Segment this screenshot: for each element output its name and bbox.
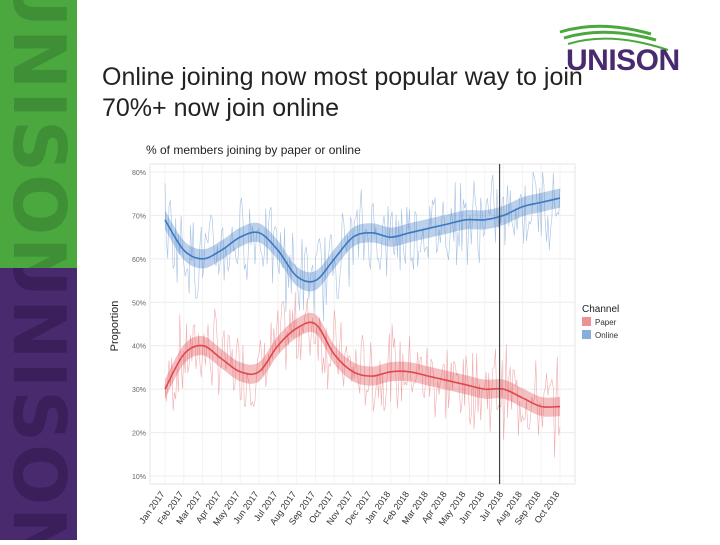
band-online — [165, 188, 560, 292]
y-tick-label: 80% — [132, 170, 146, 177]
legend-swatch — [582, 317, 591, 326]
y-tick-label: 70% — [132, 213, 146, 220]
y-tick-label: 50% — [132, 300, 146, 307]
legend: Channel Paper Online — [582, 304, 619, 340]
band-paper — [165, 312, 560, 417]
line-paper — [164, 321, 561, 408]
y-tick-label: 10% — [132, 474, 146, 481]
side-banner-purple: UNISON — [0, 268, 77, 540]
chart-title: % of members joining by paper or online — [146, 143, 361, 157]
logo-text: UNISON — [566, 44, 680, 77]
chart-svg: % of members joining by paper or online … — [109, 143, 619, 528]
side-banner-word: UNISON — [0, 268, 77, 540]
legend-title: Channel — [582, 304, 619, 315]
noise-online — [164, 171, 561, 322]
legend-entry: Paper — [595, 318, 617, 327]
daily-noise — [164, 171, 561, 458]
plot-panel — [149, 163, 576, 485]
confidence-bands — [165, 188, 560, 417]
slide-title: Online joining now most popular way to j… — [102, 62, 583, 124]
legend-swatch — [582, 330, 591, 339]
y-tick-label: 20% — [132, 431, 146, 438]
y-axis-label: Proportion — [110, 301, 121, 352]
slide-title-line-1: Online joining now most popular way to j… — [102, 63, 583, 91]
unison-logo: UNISON — [556, 22, 686, 80]
chart: % of members joining by paper or online … — [109, 136, 640, 540]
slide-title-line-2: 70%+ now join online — [102, 94, 339, 122]
series-lines — [164, 197, 561, 408]
y-tick-label: 60% — [132, 257, 146, 264]
y-tick-labels: 10% 20% 30% 40% 50% 60% 70% 80% — [132, 170, 146, 481]
y-tick-label: 30% — [132, 387, 146, 394]
legend-entry: Online — [595, 331, 619, 340]
grid — [150, 164, 575, 484]
y-tick-label: 40% — [132, 344, 146, 351]
line-online — [164, 197, 561, 283]
noise-paper — [164, 292, 561, 458]
logo-swoosh-icon — [559, 24, 669, 51]
side-banner-word: UNISON — [0, 0, 77, 268]
side-banner-green: UNISON — [0, 0, 77, 268]
